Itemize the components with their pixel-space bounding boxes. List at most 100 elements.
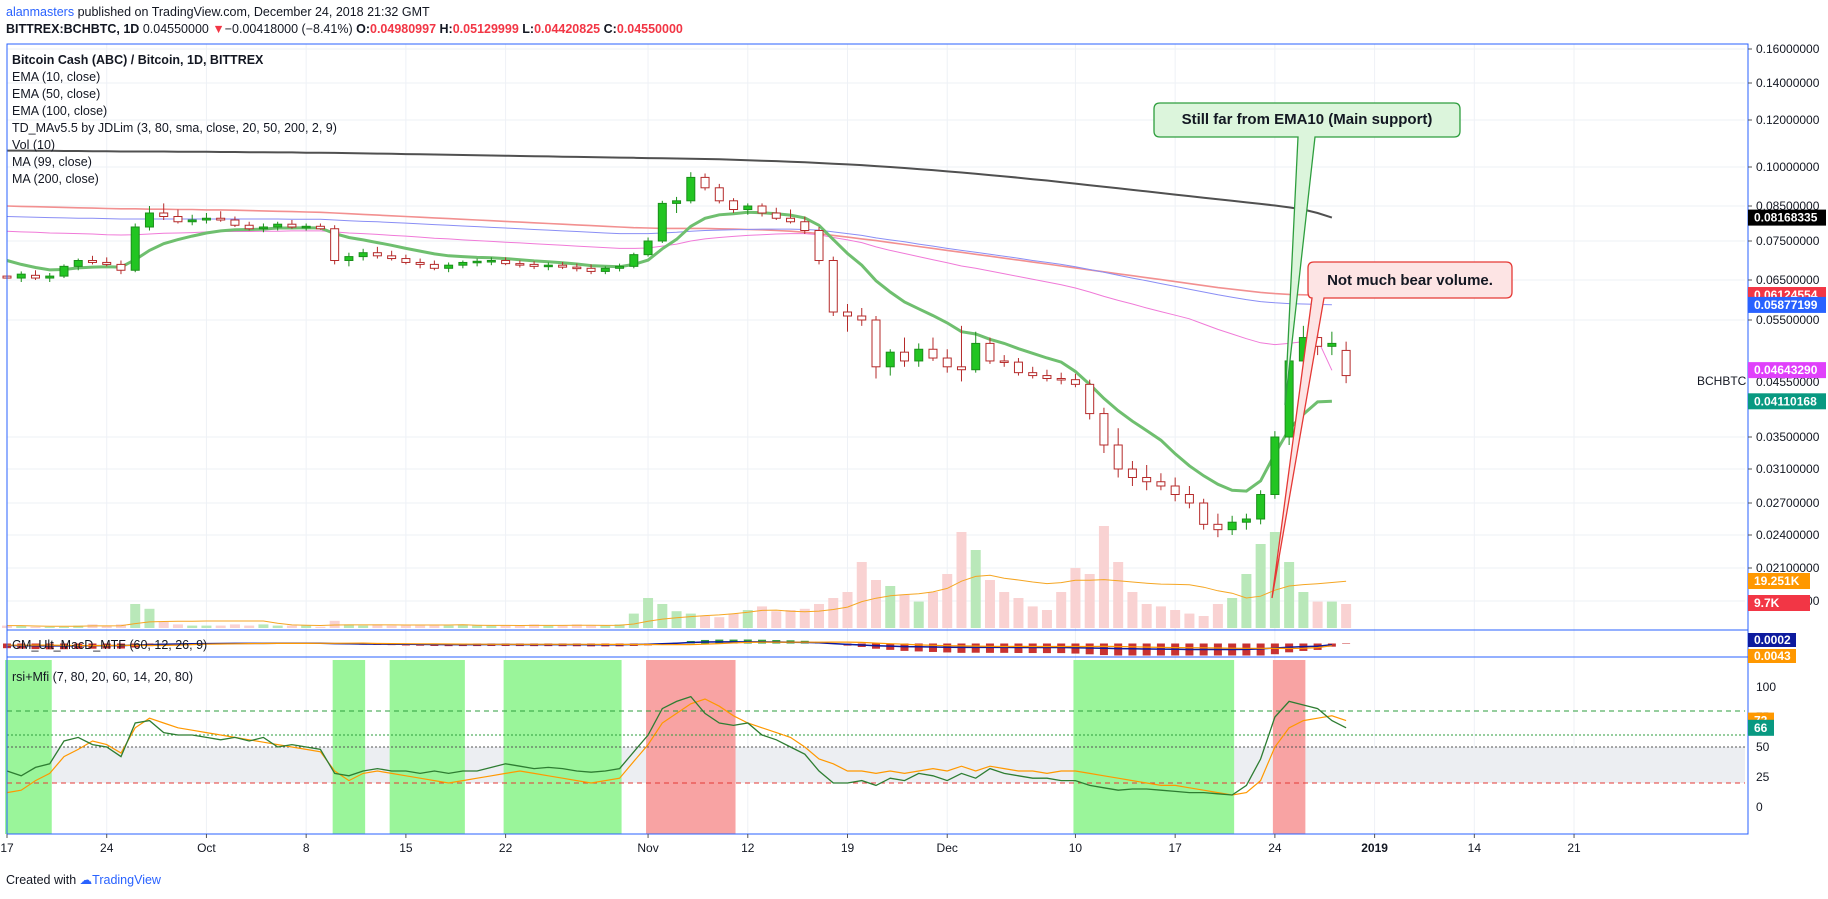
volume-bar (984, 580, 995, 628)
volume-bar (58, 626, 69, 628)
volume-bar (429, 625, 440, 628)
price-tag (1748, 296, 1826, 313)
candle-body (629, 254, 639, 267)
rsi-axis-label: 50 (1756, 740, 1770, 754)
price-tag (1748, 209, 1826, 226)
callout-ema10-text: Still far from EMA10 (Main support) (1182, 111, 1433, 128)
volume-bar (700, 616, 711, 628)
volume-bar (1141, 604, 1152, 628)
time-axis-label: 12 (741, 841, 755, 855)
volume-bar (1227, 598, 1238, 628)
price-change: −0.00418000 (−8.41%) (224, 22, 353, 36)
candle-body (130, 226, 140, 271)
volume-bar (229, 624, 240, 628)
tradingview-link[interactable]: TradingView (92, 873, 161, 887)
candle-body (1327, 342, 1337, 347)
footer: Created with ☁TradingView (6, 872, 161, 887)
candle-body (372, 252, 382, 257)
time-axis-label: 24 (1268, 841, 1282, 855)
candle-body (871, 319, 881, 368)
mfi-line (6, 698, 1347, 796)
volume-bar (457, 624, 468, 628)
volume-bar (358, 625, 369, 628)
volume-bar (771, 611, 782, 628)
candle-body (1028, 372, 1038, 377)
price-axis-label: 0.08500000 (1756, 199, 1820, 213)
legend-ma200[interactable]: MA (200, close) (12, 172, 99, 186)
candle-body (358, 252, 368, 258)
candle-body (216, 217, 226, 221)
low-value: 0.04420825 (534, 22, 601, 36)
candle-body (515, 263, 525, 266)
candle-body (558, 264, 568, 268)
macd-histogram-bar (1071, 643, 1080, 654)
candle-body (344, 256, 354, 262)
candle-body (59, 265, 69, 277)
volume-tag (1748, 595, 1810, 611)
time-axis-label: Dec (937, 841, 958, 855)
volume-bar (1041, 610, 1052, 628)
time-axis-label: 10 (1069, 841, 1083, 855)
legend-main[interactable]: Bitcoin Cash (ABC) / Bitcoin, 1D, BITTRE… (12, 53, 264, 67)
volume-bar (1255, 544, 1266, 628)
moving-averages (6, 149, 1347, 627)
price-tag-text: 0.04643290 (1754, 363, 1818, 377)
ema10-line (6, 210, 1332, 493)
candle-body (714, 187, 724, 202)
candle-body (30, 274, 40, 279)
legend-td[interactable]: TD_MAv5.5 by JDLim (3, 80, sma, close, 2… (12, 121, 337, 135)
volume-tag-text: 9.7K (1754, 596, 1780, 610)
macd-histogram-bar (1042, 643, 1051, 654)
macd-legend[interactable]: CM_Ult_MacD_MTF (60, 12, 26, 9) (12, 638, 208, 652)
candle-body (643, 240, 653, 256)
price-axis: 0.16000000 0.14000000 0.12000000 0.10000000… (1748, 42, 1826, 814)
legend-vol[interactable]: Vol (10) (12, 138, 56, 152)
price-axis-label: 0.03500000 (1756, 430, 1820, 444)
volume-bar (885, 586, 896, 628)
open-label: O: (356, 22, 370, 36)
volume-bar (714, 617, 725, 628)
price-axis-label: 0.14000000 (1756, 76, 1820, 90)
volume-bar (1113, 562, 1124, 628)
legend-ema50[interactable]: EMA (50, close) (12, 87, 101, 101)
candle-body (486, 260, 496, 263)
macd-tag (1748, 649, 1796, 663)
macd-tag (1748, 633, 1796, 647)
legend-ma99[interactable]: MA (99, close) (12, 155, 92, 169)
volume-bar (1127, 592, 1138, 628)
candle-body (999, 360, 1009, 363)
volume-bar (30, 626, 41, 628)
time-axis-label: 24 (100, 841, 114, 855)
callouts: Still far from EMA10 (Main support) Not … (1153, 102, 1513, 599)
candle-body (1156, 481, 1166, 487)
candle-body (444, 264, 454, 269)
high-label: H: (439, 22, 453, 36)
volume-bar (1341, 604, 1352, 628)
time-axis: 17 24 Oct 8 15 22 Nov 12 19 Dec 10 17 24 2019 14 21 (0, 834, 1581, 855)
candle-body (814, 230, 824, 261)
volume-bar (301, 625, 312, 628)
legend-ema10[interactable]: EMA (10, close) (12, 70, 101, 84)
rsi-neutral-band (7, 747, 1745, 783)
chart-frame (6, 43, 1749, 835)
volume-bar (1098, 526, 1109, 628)
volume-bar (1198, 616, 1209, 628)
rsi-legend[interactable]: rsi+Mfi (7, 80, 20, 60, 14, 20, 80) (12, 670, 193, 684)
macd-histogram-bar (1057, 643, 1066, 654)
macd-histogram-bar (1099, 643, 1108, 656)
legend-ema100[interactable]: EMA (100, close) (12, 104, 108, 118)
candle-body (273, 223, 283, 228)
candle-body (1227, 521, 1237, 531)
publish-line: alanmasters published on TradingView.com… (6, 5, 430, 19)
volume-bar (742, 610, 753, 628)
candle-body (885, 351, 895, 368)
candle-body (857, 315, 867, 321)
volume-bar (685, 613, 696, 628)
tradingview-logo-icon[interactable]: ☁ (79, 873, 93, 887)
candle-body (800, 221, 810, 231)
volume-bar (1013, 598, 1024, 628)
candle-body (87, 260, 97, 263)
author-link[interactable]: alanmasters (6, 5, 75, 19)
rsi-pane (6, 695, 1745, 796)
